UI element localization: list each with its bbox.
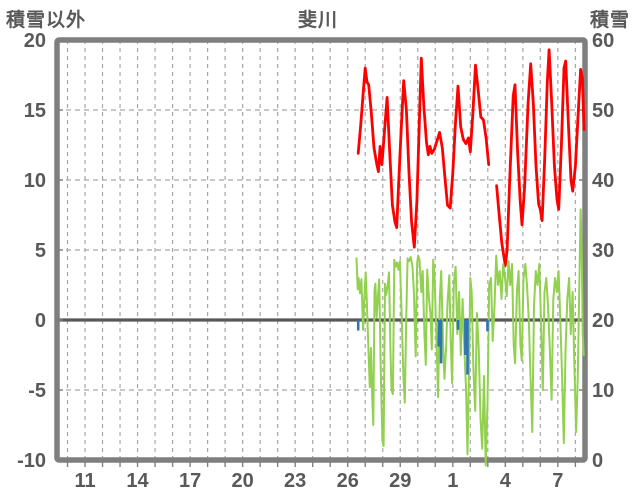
left-axis-tick-label: 0 [35,310,46,332]
x-axis-tick-label: 17 [179,470,201,492]
bar-precipitation-blue [456,320,460,330]
x-axis-tick-label: 29 [389,470,411,492]
left-axis-tick-label: 20 [24,30,46,52]
left-axis-tick-label: 10 [24,170,46,192]
line-snow-depth-red [495,48,586,267]
right-axis-tick-label: 40 [592,170,614,192]
right-axis-tick-label: 20 [592,310,614,332]
x-axis-tick-label: 20 [232,470,254,492]
left-axis-tick-label: 5 [35,240,46,262]
x-axis-tick-label: 14 [126,470,149,492]
right-axis-title: 積雪 [589,10,630,31]
left-axis-tick-label: -10 [17,450,46,472]
plot-frame [54,37,588,463]
x-axis-tick-label: 11 [74,470,95,492]
left-axis-tick-label: 15 [24,100,46,122]
bar-precipitation-blue [486,320,489,332]
right-axis-tick-label: 60 [592,30,614,52]
chart-title: 斐川 [297,10,338,31]
right-axis-tick-label: 50 [592,100,614,122]
x-axis-tick-label: 7 [552,470,563,492]
bar-precipitation-blue [439,320,443,364]
bar-precipitation-blue [466,320,469,375]
x-axis-tick-label: 4 [500,470,512,492]
right-axis-tick-label: 0 [592,450,603,472]
line-temperature-green [355,208,585,467]
left-axis-title: 積雪以外 [6,10,87,31]
right-axis-tick-label: 10 [592,380,614,402]
x-axis-tick-label: 26 [337,470,359,492]
x-axis-tick-label: 23 [284,470,306,492]
line-snow-depth-red [356,56,491,249]
left-axis-tick-label: -5 [28,380,46,402]
right-axis-tick-label: 30 [592,240,614,262]
x-axis-tick-label: 1 [447,470,458,492]
bar-precipitation-blue [356,320,360,331]
bar-precipitation-blue [437,320,441,347]
bar-precipitation-blue [464,320,467,355]
